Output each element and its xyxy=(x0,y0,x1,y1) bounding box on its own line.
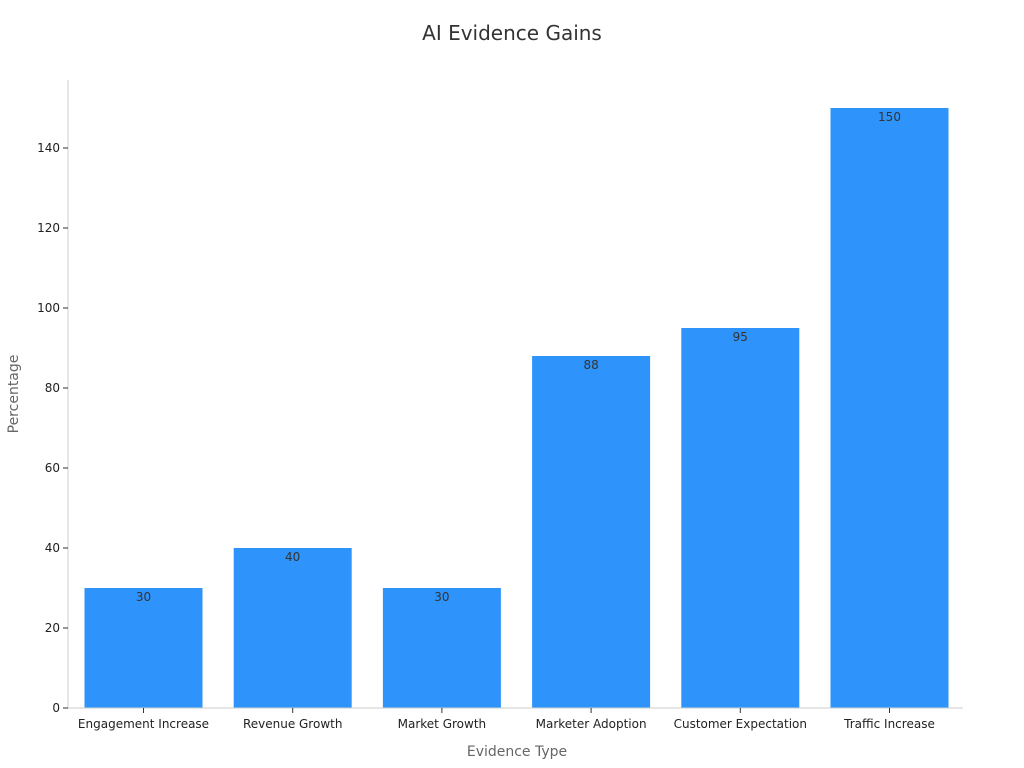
data-label-2: 30 xyxy=(434,590,449,604)
data-label-4: 95 xyxy=(733,330,748,344)
y-tick-label-4: 80 xyxy=(45,381,60,395)
y-tick-label-6: 120 xyxy=(37,221,60,235)
y-axis-title: Percentage xyxy=(6,355,22,434)
bar-3 xyxy=(532,356,651,708)
data-label-5: 150 xyxy=(878,110,901,124)
y-tick-label-5: 100 xyxy=(37,301,60,315)
x-tick-label-5: Traffic Increase xyxy=(843,717,935,731)
data-label-0: 30 xyxy=(136,590,151,604)
x-tick-label-0: Engagement Increase xyxy=(78,717,209,731)
y-axis-ticks: 0 20 40 60 80 100 120 140 xyxy=(37,141,68,715)
y-tick-label-7: 140 xyxy=(37,141,60,155)
y-tick-label-2: 40 xyxy=(45,541,60,555)
y-tick-label-3: 60 xyxy=(45,461,60,475)
data-label-3: 88 xyxy=(583,358,598,372)
bar-4 xyxy=(681,328,800,708)
y-tick-label-0: 0 xyxy=(52,701,60,715)
chart-title: AI Evidence Gains xyxy=(422,21,602,45)
x-tick-label-3: Marketer Adoption xyxy=(536,717,647,731)
x-tick-label-2: Market Growth xyxy=(398,717,487,731)
bar-0 xyxy=(84,588,203,708)
data-label-1: 40 xyxy=(285,550,300,564)
bar-1 xyxy=(233,548,352,708)
bars-group xyxy=(84,108,949,708)
bar-2 xyxy=(382,588,501,708)
data-labels-group: 30 40 30 88 95 150 xyxy=(136,110,901,604)
x-tick-label-1: Revenue Growth xyxy=(243,717,343,731)
bar-5 xyxy=(830,108,949,708)
x-axis-title: Evidence Type xyxy=(467,744,567,760)
x-axis-ticks: Engagement Increase Revenue Growth Market … xyxy=(78,708,935,731)
y-tick-label-1: 20 xyxy=(45,621,60,635)
x-tick-label-4: Customer Expectation xyxy=(674,717,807,731)
